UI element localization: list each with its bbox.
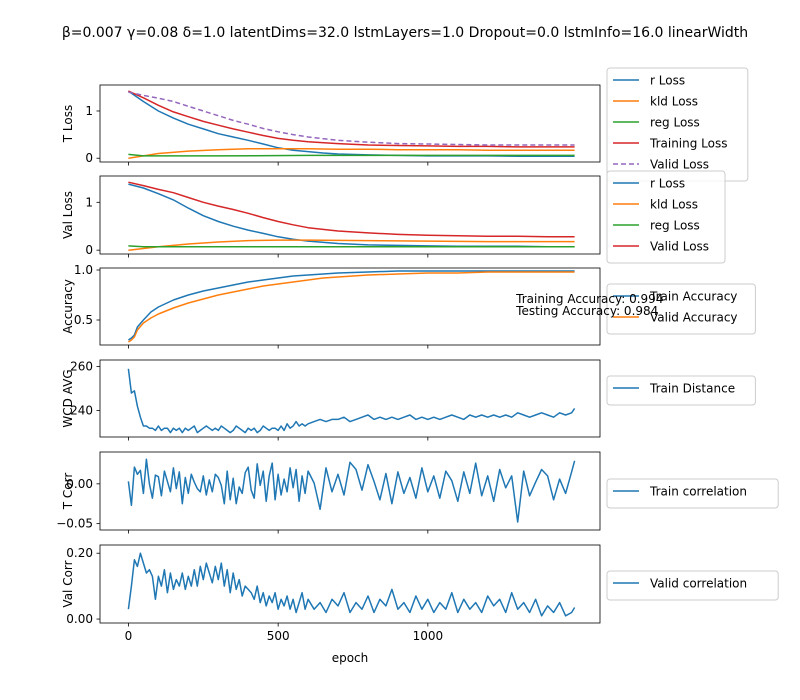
legend-label-1-1: r Loss — [650, 74, 685, 88]
y-tick-label-3-1: 0.5 — [74, 313, 93, 327]
legend-6: Valid correlation — [606, 570, 779, 601]
legend-label-5-1: Train correlation — [649, 485, 747, 499]
y-tick-label-2-2: 1 — [85, 195, 93, 209]
axes-frame-6 — [99, 544, 601, 624]
legend-4: Train Distance — [606, 375, 756, 406]
legend-3: Train Accuracy Valid Accuracy — [606, 283, 756, 335]
y-axis-label-1: T Loss — [61, 105, 75, 143]
series-line-3-2 — [127, 271, 575, 343]
legend-label-2-2: kld Loss — [650, 198, 698, 212]
panels: 0 1 T Loss r Loss kld Loss reg Loss Training L… — [56, 67, 779, 643]
legend-box-4 — [606, 375, 756, 406]
legend-label-4-1: Train Distance — [649, 382, 735, 396]
legend-label-3-2: Valid Accuracy — [650, 311, 738, 325]
y-tick-label-1-2: 1 — [85, 104, 93, 118]
x-tick-label-2: 500 — [267, 629, 290, 643]
axes-frame-5 — [99, 451, 601, 531]
x-tick-label-3: 1000 — [413, 629, 444, 643]
legend-label-2-3: reg Loss — [650, 219, 700, 233]
y-axis-label-6: Val Corr — [61, 560, 75, 607]
y-tick-label-3-2: 1.0 — [74, 263, 93, 277]
legend-box-3 — [606, 283, 756, 335]
legend-1: r Loss kld Loss reg Loss Training Loss Valid… — [606, 67, 749, 182]
series-line-1-3 — [128, 153, 575, 157]
y-tick-label-6-1: 0.00 — [66, 612, 93, 626]
legend-label-1-5: Valid Loss — [650, 158, 709, 172]
legend-label-6-1: Valid correlation — [650, 577, 747, 591]
legend-box-6 — [606, 570, 779, 601]
y-tick-label-4-1: 240 — [70, 404, 93, 418]
panel-6: 0.00 0.20 0 500 1000 Val Corr Valid correlatio… — [61, 544, 779, 643]
legend-box-2 — [606, 170, 726, 264]
axes-frame-1 — [99, 84, 601, 163]
y-axis-label-5: T Corr — [61, 473, 75, 511]
x-axis-label: epoch — [332, 651, 369, 665]
panel-5: −0.05 0.00T Corr Train correlation — [56, 451, 779, 534]
annotation-1: Training Accuracy: 0.994 — [515, 292, 663, 306]
legend-label-1-2: kld Loss — [650, 95, 698, 109]
axes-frame-3 — [99, 267, 601, 346]
legend-label-1-3: reg Loss — [650, 116, 700, 130]
y-tick-label-1-1: 0 — [85, 151, 93, 165]
y-tick-label-4-2: 260 — [70, 360, 93, 374]
y-axis-label-4: WCD AVG — [61, 369, 75, 427]
legend-box-5 — [606, 478, 779, 509]
panel-1: 0 1 T Loss r Loss kld Loss reg Loss Training L… — [61, 67, 749, 182]
legend-label-2-1: r Loss — [650, 177, 685, 191]
axes-frame-4 — [99, 359, 601, 438]
legend-2: r Loss kld Loss reg Loss Valid Loss — [606, 170, 726, 264]
legend-label-3-1: Train Accuracy — [649, 290, 737, 304]
series-line-1-4 — [128, 90, 575, 148]
y-tick-label-2-1: 0 — [85, 243, 93, 257]
legend-5: Train correlation — [606, 478, 779, 509]
series-line-1-2 — [128, 148, 575, 159]
axes-frame-2 — [99, 175, 601, 255]
y-axis-label-2: Val Loss — [61, 191, 75, 239]
legend-label-1-4: Training Loss — [649, 137, 727, 151]
y-tick-label-5-1: −0.05 — [56, 517, 93, 531]
y-tick-label-6-2: 0.20 — [66, 546, 93, 560]
series-line-4-1 — [127, 368, 576, 434]
series-line-6-1 — [127, 552, 576, 617]
panel-2: 0 1 Val Loss r Loss kld Loss reg Loss Valid Lo… — [61, 170, 726, 264]
series-line-1-5 — [128, 91, 575, 146]
panel-3: 0.5 1.0 Accuracy Train Accuracy Valid Accura… — [61, 263, 756, 349]
series-line-2-4 — [128, 181, 575, 238]
y-axis-label-3: Accuracy — [61, 279, 75, 334]
legend-label-2-4: Valid Loss — [650, 240, 709, 254]
y-tick-label-5-2: 0.00 — [66, 477, 93, 491]
series-line-2-3 — [128, 245, 575, 248]
figure-suptitle: β=0.007 γ=0.08 δ=1.0 latentDims=32.0 lst… — [62, 25, 748, 41]
series-line-3-1 — [127, 270, 575, 341]
series-line-5-1 — [127, 458, 576, 523]
x-tick-label-1: 0 — [125, 629, 133, 643]
series-line-2-2 — [128, 239, 575, 251]
annotation-2: Testing Accuracy: 0.984 — [515, 304, 658, 318]
series-line-2-1 — [128, 183, 575, 248]
